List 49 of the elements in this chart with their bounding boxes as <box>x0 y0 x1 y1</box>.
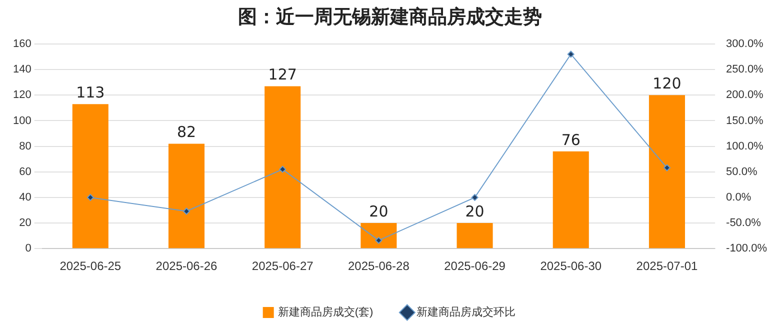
y2-tick-label: 50.0% <box>726 166 758 178</box>
y-tick-label: 40 <box>19 191 32 204</box>
bar <box>648 95 685 248</box>
y-tick-label: 60 <box>19 166 32 178</box>
point <box>183 208 190 215</box>
y2-tick-label: 150.0% <box>726 114 764 127</box>
y2-tick-label: 250.0% <box>726 64 764 76</box>
x-tick-label: 2025-07-01 <box>636 259 698 274</box>
point <box>471 194 478 201</box>
y-tick-label: 80 <box>19 140 32 152</box>
bar <box>360 223 397 248</box>
y2-tick-label: 100.0% <box>726 140 764 152</box>
x-tick-label: 2025-06-29 <box>444 259 506 274</box>
point <box>86 194 94 201</box>
y2-tick-label: 300.0% <box>726 38 764 50</box>
y-tick-label: 0 <box>25 242 32 255</box>
y-tick-label: 120 <box>12 89 32 102</box>
x-tick-label: 2025-06-28 <box>348 259 410 274</box>
data-label: 120 <box>652 74 682 93</box>
bar <box>72 104 108 248</box>
point <box>663 164 670 172</box>
chart-title: 图：近一周无锡新建商品房成交走势 <box>237 5 543 30</box>
data-label: 127 <box>268 66 297 84</box>
x-tick-label: 2025-06-26 <box>156 259 218 274</box>
point <box>375 236 382 244</box>
point <box>567 50 574 58</box>
point <box>279 166 286 173</box>
bar <box>264 86 301 248</box>
data-label: 76 <box>561 130 580 149</box>
bar <box>552 151 589 248</box>
legend-label: 新建商品房成交环比 <box>416 306 516 319</box>
y-tick-label: 160 <box>12 38 32 50</box>
y2-tick-label: -100.0% <box>726 242 768 255</box>
data-label: 82 <box>176 123 196 142</box>
y2-tick-label: 200.0% <box>726 89 764 102</box>
y-tick-label: 140 <box>12 64 32 76</box>
data-label: 20 <box>465 202 484 220</box>
data-label: 20 <box>369 202 388 220</box>
y-tick-label: 20 <box>19 217 32 230</box>
y2-tick-label: -50.0% <box>726 217 762 230</box>
x-tick-label: 2025-06-27 <box>252 259 314 274</box>
legend-label: 新建商品房成交(套) <box>278 306 374 319</box>
bar <box>168 144 205 248</box>
x-tick-label: 2025-06-25 <box>60 259 122 274</box>
data-label: 113 <box>76 83 105 102</box>
y-tick-label: 100 <box>12 114 32 127</box>
bar <box>456 223 493 248</box>
x-tick-label: 2025-06-30 <box>540 259 602 274</box>
y2-tick-label: 0.0% <box>726 191 752 204</box>
